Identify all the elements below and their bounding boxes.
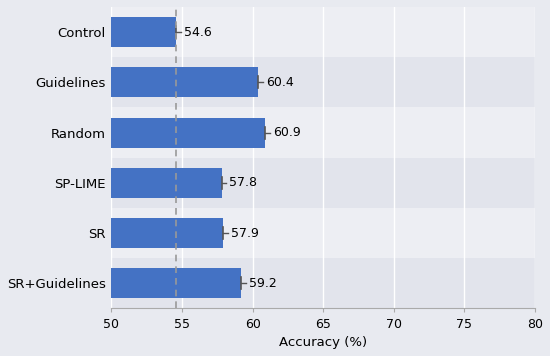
Text: 54.6: 54.6 — [184, 26, 212, 38]
Bar — [111, 258, 535, 308]
Bar — [111, 57, 535, 108]
Text: 57.8: 57.8 — [229, 176, 257, 189]
Bar — [111, 17, 177, 47]
Bar — [111, 67, 258, 98]
Text: 60.4: 60.4 — [266, 76, 294, 89]
Text: 59.2: 59.2 — [249, 277, 277, 290]
Bar — [111, 117, 265, 148]
Bar — [111, 268, 241, 298]
Text: 60.9: 60.9 — [273, 126, 301, 139]
Bar — [111, 208, 535, 258]
Bar — [111, 168, 222, 198]
X-axis label: Accuracy (%): Accuracy (%) — [279, 336, 367, 349]
Bar — [111, 7, 535, 57]
Text: 57.9: 57.9 — [230, 226, 258, 240]
Bar — [111, 158, 535, 208]
Bar — [111, 218, 223, 248]
Bar — [111, 108, 535, 158]
